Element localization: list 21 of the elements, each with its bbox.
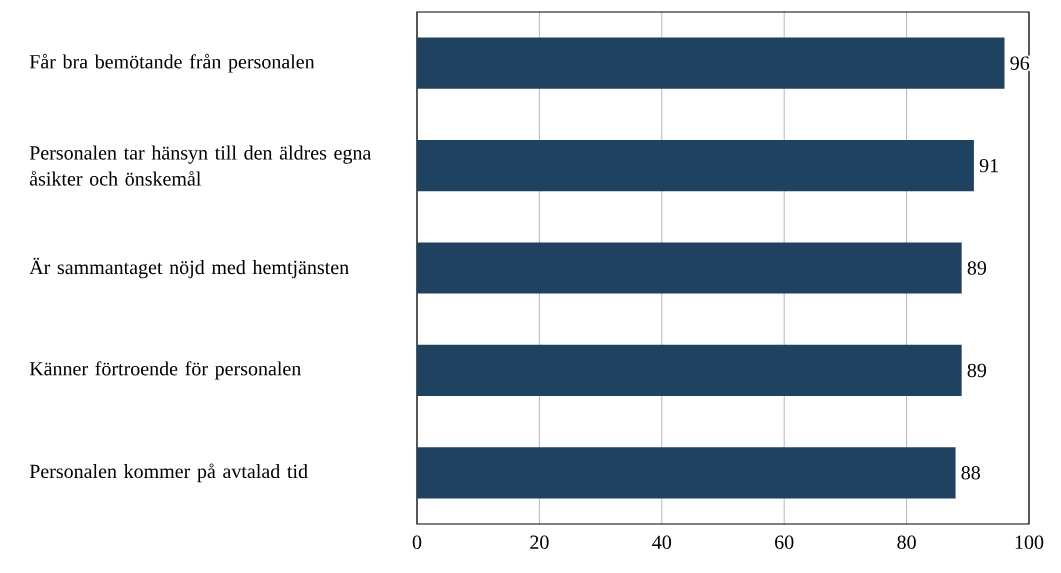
y-tick-label: Personalen tar hänsyn till den äldres egna åsikter och önskemål xyxy=(29,145,372,186)
data-label: 91 xyxy=(979,158,998,173)
data-label: 89 xyxy=(967,363,987,378)
bar xyxy=(417,140,974,192)
x-tick-label: 80 xyxy=(897,535,916,550)
x-tick-label: 0 xyxy=(412,535,422,550)
y-tick-label: Känner förtroende för personalen xyxy=(29,361,301,380)
bar xyxy=(417,37,1005,89)
bar xyxy=(417,242,962,294)
x-tick-label: 60 xyxy=(775,535,794,550)
x-tick-label: 20 xyxy=(530,535,549,550)
y-tick-label: Får bra bemötande från personalen xyxy=(29,53,315,73)
y-tick-label: Personalen kommer på avtalad tid xyxy=(29,463,308,483)
data-label: 89 xyxy=(967,261,987,275)
data-label: 96 xyxy=(1010,56,1030,70)
bar xyxy=(417,447,956,499)
data-label: 88 xyxy=(961,466,980,480)
bar xyxy=(417,344,962,396)
y-tick-label: Är sammantaget nöjd med hemtjänsten xyxy=(29,257,349,279)
x-tick-label: 40 xyxy=(652,535,672,550)
x-tick-label: 100 xyxy=(1015,535,1044,550)
